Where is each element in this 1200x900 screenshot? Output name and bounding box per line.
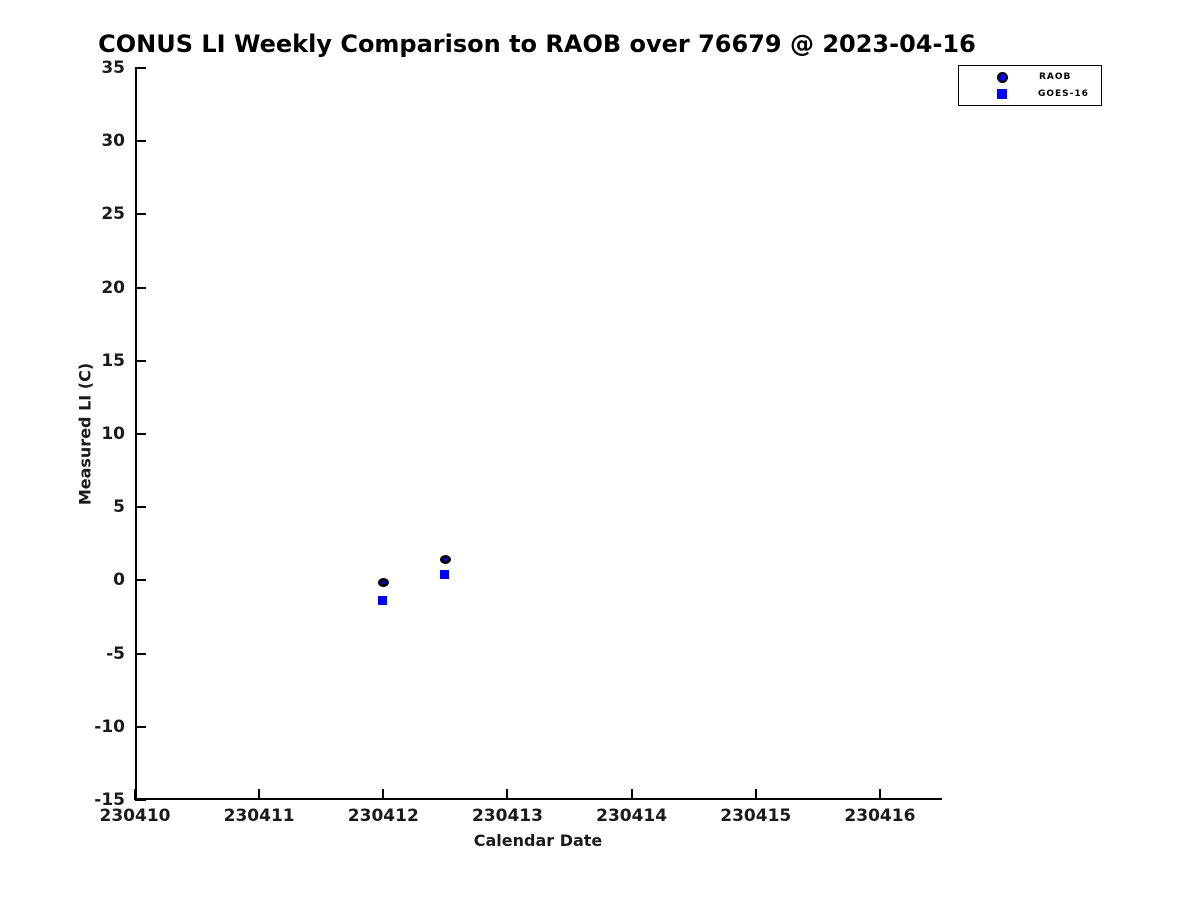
- plot-area: [135, 68, 942, 800]
- legend-label-goes-16: GOES-16: [1038, 89, 1089, 99]
- legend-entry-goes-16: GOES-16: [959, 87, 1101, 101]
- x-tick-label: 230411: [223, 806, 295, 826]
- x-tick: [382, 789, 385, 800]
- y-tick-label: 0: [113, 570, 125, 591]
- y-tick: [135, 140, 146, 143]
- x-tick-label: 230412: [347, 806, 419, 826]
- y-tick-label: 20: [101, 277, 125, 298]
- y-tick-label: 25: [101, 204, 125, 225]
- y-tick: [135, 67, 146, 69]
- x-tick-label: 230414: [596, 806, 668, 826]
- legend: RAOB GOES-16: [958, 65, 1102, 106]
- y-tick: [135, 579, 146, 582]
- y-tick-label: -15: [94, 790, 125, 810]
- x-tick-label: 230415: [720, 806, 792, 826]
- x-tick: [878, 789, 881, 800]
- x-tick: [506, 789, 509, 800]
- x-tick: [630, 789, 633, 800]
- y-tick: [135, 652, 146, 655]
- data-point-raob: [440, 554, 452, 564]
- y-tick-label: -5: [106, 643, 125, 664]
- x-tick-label: 230413: [471, 806, 543, 826]
- legend-label-raob: RAOB: [1039, 72, 1072, 82]
- legend-entry-raob: RAOB: [959, 70, 1101, 84]
- x-tick-label: 230416: [844, 806, 916, 826]
- y-tick: [135, 359, 146, 362]
- y-tick: [135, 506, 146, 509]
- y-tick: [135, 286, 146, 289]
- y-tick: [135, 433, 146, 435]
- goes-16-square-marker-icon: [997, 89, 1007, 99]
- data-point-goes-16: [440, 569, 450, 579]
- x-tick-label: 230410: [99, 806, 171, 826]
- y-tick: [135, 213, 146, 216]
- data-point-goes-16: [378, 595, 388, 605]
- y-tick: [135, 799, 146, 801]
- x-axis-label: Calendar Date: [473, 831, 603, 850]
- x-tick: [134, 789, 136, 800]
- y-tick-label: 5: [113, 497, 125, 518]
- y-tick-label: 15: [101, 350, 125, 371]
- raob-circle-marker-icon: [997, 71, 1008, 83]
- chart-title: CONUS LI Weekly Comparison to RAOB over …: [98, 30, 976, 58]
- x-tick: [258, 789, 261, 800]
- y-tick-label: -10: [94, 716, 125, 737]
- y-tick: [135, 725, 146, 728]
- y-tick-label: 10: [101, 424, 125, 444]
- data-point-raob: [378, 578, 390, 588]
- y-tick-label: 30: [101, 131, 125, 152]
- y-tick-label: 35: [101, 58, 125, 78]
- x-tick: [754, 789, 757, 800]
